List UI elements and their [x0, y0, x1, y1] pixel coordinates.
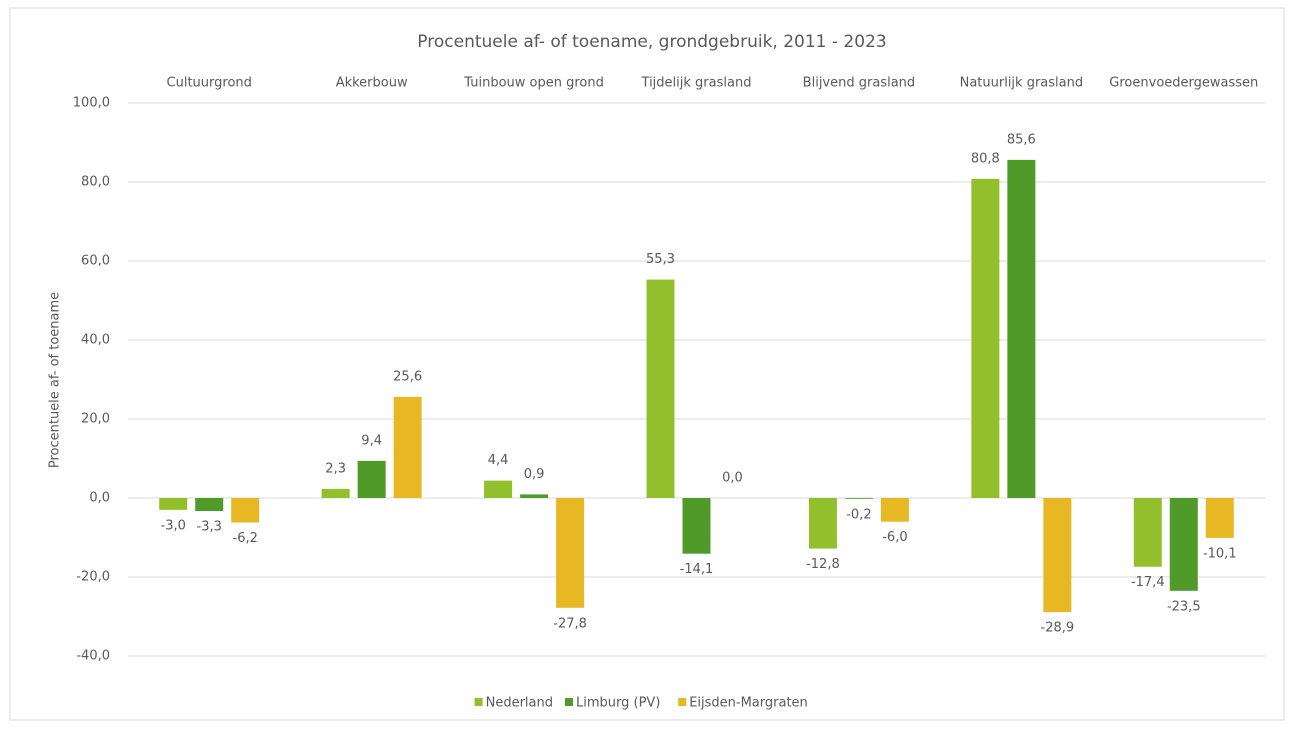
y-axis-label: Procentuele af- of toename	[48, 292, 63, 468]
category-label: Cultuurgrond	[167, 76, 252, 91]
value-label: 55,3	[646, 252, 675, 267]
bar	[357, 460, 386, 498]
value-label: 2,3	[325, 461, 346, 476]
bar	[808, 498, 837, 549]
bar	[231, 498, 260, 523]
y-tick-label: 80,0	[81, 175, 110, 190]
value-label: 0,9	[524, 467, 545, 482]
legend-swatch	[678, 698, 687, 706]
bar	[1169, 498, 1198, 591]
bar	[195, 498, 224, 512]
bar	[1205, 498, 1234, 538]
value-label: 0,0	[722, 471, 743, 486]
value-label: -10,1	[1203, 546, 1237, 561]
value-label: -14,1	[680, 562, 714, 577]
value-label: -3,3	[197, 520, 222, 535]
legend-label: Nederland	[486, 696, 553, 711]
legend-label: Eijsden-Margraten	[689, 696, 808, 711]
bar	[880, 498, 909, 522]
bar	[682, 498, 711, 554]
legend-swatch	[474, 698, 483, 706]
legend-swatch	[565, 698, 573, 706]
bar	[393, 396, 422, 498]
category-label: Natuurlijk grasland	[960, 76, 1084, 91]
value-label: -0,2	[846, 507, 871, 522]
bar	[1133, 498, 1162, 567]
y-tick-label: 20,0	[81, 412, 110, 427]
category-label: Tuinbouw open grond	[463, 76, 604, 91]
bar	[844, 498, 873, 499]
value-label: -3,0	[161, 518, 186, 533]
y-tick-label: 40,0	[81, 333, 110, 348]
bar	[1043, 498, 1072, 613]
value-label: -6,2	[233, 531, 258, 546]
y-tick-label: 100,0	[73, 96, 110, 111]
value-label: 4,4	[488, 453, 509, 468]
bar	[484, 480, 513, 498]
category-label: Akkerbouw	[336, 76, 408, 91]
bar	[556, 498, 585, 608]
value-label: -12,8	[806, 557, 840, 572]
bar	[971, 178, 1000, 498]
bar	[646, 279, 675, 498]
bar	[520, 494, 549, 498]
value-label: 85,6	[1007, 132, 1036, 147]
value-label: -23,5	[1167, 599, 1201, 614]
category-label: Blijvend grasland	[803, 76, 915, 91]
bar	[159, 498, 188, 510]
y-tick-label: 60,0	[81, 254, 110, 269]
value-label: -27,8	[553, 616, 587, 631]
value-label: -6,0	[882, 530, 907, 545]
y-tick-label: 0,0	[89, 491, 110, 506]
value-label: 9,4	[361, 433, 382, 448]
bar	[321, 488, 350, 498]
value-label: 80,8	[971, 151, 1000, 166]
y-tick-label: -40,0	[76, 649, 110, 664]
value-label: -28,9	[1041, 621, 1075, 636]
legend-label: Limburg (PV)	[576, 696, 660, 711]
category-label: Tijdelijk grasland	[641, 76, 752, 91]
bar	[1007, 159, 1036, 498]
value-label: 25,6	[393, 369, 422, 384]
value-label: -17,4	[1131, 575, 1165, 590]
chart-title: Procentuele af- of toename, grondgebruik…	[417, 32, 886, 52]
y-tick-label: -20,0	[76, 570, 110, 585]
category-label: Groenvoedergewassen	[1109, 76, 1258, 91]
